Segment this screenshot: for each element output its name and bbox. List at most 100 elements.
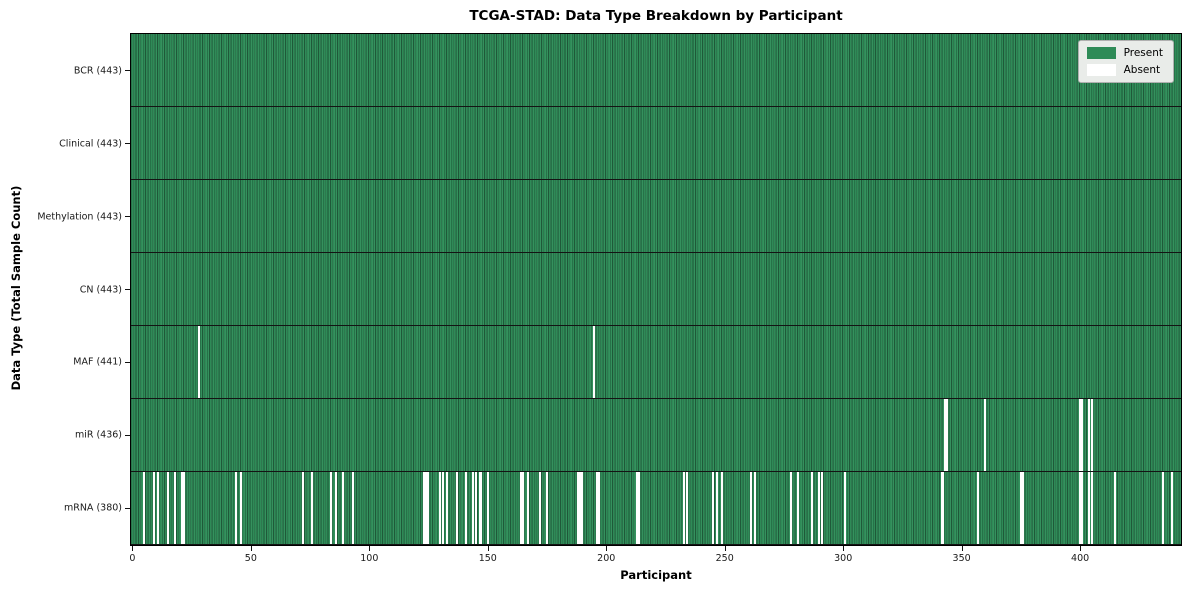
legend-swatch-present-icon	[1086, 47, 1116, 59]
legend-label-present: Present	[1123, 47, 1163, 59]
absent-mark	[820, 472, 823, 544]
row-BCR	[131, 34, 1181, 107]
absent-mark	[311, 472, 314, 544]
x-tick-label-100: 100	[360, 553, 379, 564]
x-axis-label: Participant	[620, 568, 692, 582]
absent-mark	[1161, 472, 1164, 544]
absent-mark	[1081, 399, 1084, 471]
absent-mark	[479, 472, 482, 544]
x-tick-mark	[843, 546, 845, 551]
absent-mark	[635, 472, 638, 544]
absent-mark	[240, 472, 243, 544]
x-tick-label-50: 50	[244, 553, 257, 564]
absent-mark	[1088, 472, 1091, 544]
absent-mark	[342, 472, 345, 544]
absent-mark	[538, 472, 541, 544]
absent-mark	[522, 472, 525, 544]
absent-mark	[685, 472, 688, 544]
row-MAF	[131, 326, 1181, 399]
y-tick-mark	[125, 507, 130, 509]
absent-mark	[526, 472, 529, 544]
absent-mark	[946, 399, 949, 471]
absent-mark	[844, 472, 847, 544]
x-tick-label-0: 0	[129, 553, 136, 564]
plot-area: Present Absent	[130, 33, 1182, 546]
absent-mark	[1078, 399, 1081, 471]
row-miR	[131, 399, 1181, 472]
y-tick-mark	[125, 289, 130, 290]
absent-mark	[943, 399, 946, 471]
x-tick-mark	[250, 546, 252, 551]
row-Clinical	[131, 107, 1181, 180]
x-tick-mark	[487, 546, 489, 551]
absent-mark	[180, 472, 183, 544]
y-tick-mark	[125, 434, 130, 436]
absent-mark	[330, 472, 333, 544]
legend-label-absent: Absent	[1123, 64, 1161, 76]
absent-mark	[597, 472, 600, 544]
absent-mark	[427, 472, 430, 544]
absent-mark	[183, 472, 186, 544]
row-CN	[131, 253, 1181, 326]
y-tick-mark	[125, 216, 130, 218]
y-tick-label-BCR: BCR (443)	[73, 65, 122, 77]
absent-mark	[716, 472, 719, 544]
x-tick-label-400: 400	[1071, 553, 1090, 564]
y-tick-label-MAF: MAF (441)	[73, 356, 122, 368]
absent-mark	[977, 472, 980, 544]
absent-mark	[441, 472, 444, 544]
absent-mark	[1090, 399, 1093, 471]
absent-mark	[578, 472, 582, 544]
absent-mark	[334, 472, 337, 544]
absent-mark	[166, 472, 169, 544]
absent-mark	[818, 472, 821, 544]
absent-mark	[301, 472, 304, 544]
absent-mark	[439, 472, 442, 544]
y-tick-mark	[125, 361, 130, 363]
absent-mark	[152, 472, 155, 544]
absent-mark	[593, 326, 596, 398]
y-tick-label-Methylation: Methylation (443)	[37, 211, 122, 223]
absent-mark	[683, 472, 686, 544]
absent-mark	[472, 472, 475, 544]
absent-mark	[235, 472, 238, 544]
absent-mark	[474, 472, 477, 544]
x-tick-mark	[724, 546, 726, 551]
absent-mark	[422, 472, 425, 544]
x-tick-label-250: 250	[715, 553, 734, 564]
chart-title: TCGA-STAD: Data Type Breakdown by Partic…	[469, 8, 843, 24]
legend: Present Absent	[1077, 40, 1174, 83]
legend-entry-absent: Absent	[1086, 64, 1163, 76]
absent-mark	[581, 472, 584, 544]
y-tick-label-Clinical: Clinical (443)	[59, 138, 122, 150]
absent-mark	[595, 472, 598, 544]
absent-mark	[351, 472, 354, 544]
absent-mark	[749, 472, 752, 544]
absent-mark	[638, 472, 641, 544]
row-Methylation	[131, 180, 1181, 253]
absent-mark	[519, 472, 522, 544]
absent-mark	[796, 472, 799, 544]
y-tick-mark	[125, 143, 130, 145]
absent-mark	[1114, 472, 1117, 544]
absent-mark	[941, 472, 944, 544]
absent-mark	[754, 472, 757, 544]
y-tick-label-miR: miR (436)	[74, 429, 122, 441]
y-tick-label-mRNA: mRNA (380)	[63, 502, 122, 514]
absent-mark	[173, 472, 176, 544]
absent-mark	[1090, 472, 1093, 544]
absent-mark	[1078, 472, 1081, 544]
y-tick-mark	[125, 70, 130, 72]
absent-mark	[197, 326, 200, 398]
x-tick-mark	[606, 546, 608, 551]
absent-mark	[1088, 399, 1091, 471]
absent-mark	[486, 472, 489, 544]
x-tick-label-200: 200	[597, 553, 616, 564]
absent-mark	[721, 472, 724, 544]
x-tick-mark	[1080, 546, 1082, 551]
absent-mark	[545, 472, 548, 544]
x-tick-label-300: 300	[834, 553, 853, 564]
absent-mark	[1081, 472, 1084, 544]
row-mRNA	[131, 472, 1181, 545]
absent-mark	[1022, 472, 1025, 544]
